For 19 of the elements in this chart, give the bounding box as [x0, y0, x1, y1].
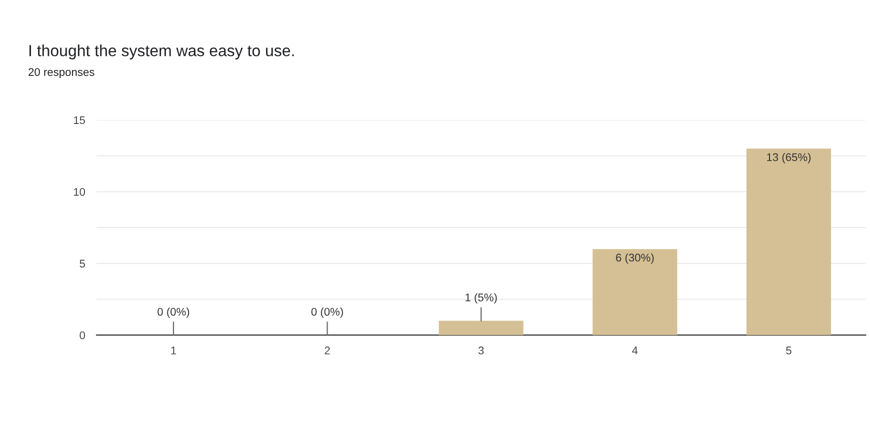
chart-title: I thought the system was easy to use.	[29, 44, 294, 60]
data-label: 0 (0%)	[158, 308, 190, 318]
bar	[592, 249, 678, 336]
data-label: 13 (65%)	[767, 152, 811, 164]
x-tick-label: 4	[632, 346, 638, 354]
data-label: 1 (5%)	[466, 293, 497, 304]
bar	[746, 148, 832, 336]
x-tick-label: 2	[324, 346, 330, 354]
bar	[438, 320, 524, 336]
data-label: 0 (0%)	[311, 308, 343, 318]
chart-subtitle: 20 responses	[28, 68, 94, 78]
x-tick-label: 1	[171, 346, 176, 354]
y-tick-label: 0	[80, 331, 86, 340]
y-tick-label: 15	[74, 116, 85, 124]
x-tick-label: 5	[786, 346, 792, 354]
y-tick-label: 5	[80, 260, 85, 268]
y-tick-label: 10	[74, 188, 86, 196]
x-tick-label: 3	[478, 346, 484, 354]
data-label: 6 (30%)	[616, 253, 654, 264]
